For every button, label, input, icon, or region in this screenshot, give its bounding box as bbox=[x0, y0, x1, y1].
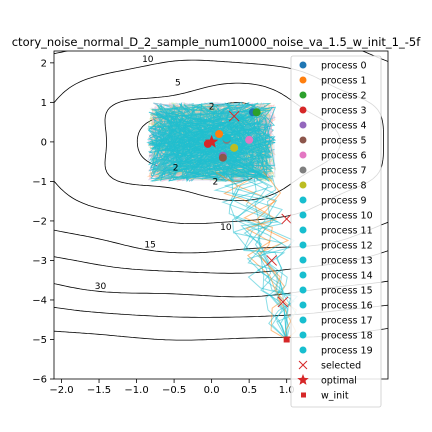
legend-label-5: process 5 bbox=[321, 136, 367, 147]
legend-marker-5 bbox=[299, 136, 307, 144]
contour-label-2: 2 bbox=[213, 177, 219, 187]
legend-marker-15 bbox=[299, 286, 307, 294]
legend-label-11: process 11 bbox=[321, 226, 373, 237]
contour-label-3: 5 bbox=[175, 79, 181, 89]
x-tick-label-4: 0.0 bbox=[204, 385, 220, 396]
selected-marker-1 bbox=[281, 213, 293, 225]
legend-marker-16 bbox=[299, 301, 307, 309]
x-tick-label-5: 0.5 bbox=[241, 385, 257, 396]
x-tick-label-0: −2.0 bbox=[49, 385, 73, 396]
contour-label-5: 10 bbox=[220, 223, 232, 233]
legend-label-13: process 13 bbox=[321, 256, 373, 267]
process-8-marker bbox=[230, 143, 239, 152]
legend: process 0 process 1 process 2 process 3 proc… bbox=[290, 55, 382, 408]
selected-marker-2 bbox=[266, 255, 278, 266]
legend-marker-10 bbox=[299, 211, 307, 219]
selected-marker-0 bbox=[228, 110, 240, 122]
y-tick-label-1: 1 bbox=[41, 98, 47, 109]
x-axis-ticks: −2.0 −1.5 −1.0 −0.5 0.0 0.5 1.0 bbox=[49, 379, 295, 396]
x-tick-label-1: −1.5 bbox=[87, 385, 111, 396]
trail-11 bbox=[234, 174, 290, 340]
contour-label-7: 30 bbox=[95, 282, 107, 292]
legend-marker-19 bbox=[299, 346, 307, 354]
contour-label-4: 10 bbox=[142, 55, 154, 65]
process-1-marker bbox=[215, 129, 224, 138]
legend-label-10: process 10 bbox=[321, 211, 373, 222]
legend-marker-w-init bbox=[301, 392, 306, 398]
chart-title: ctory_noise_normal_D_2_sample_num10000_n… bbox=[12, 35, 421, 49]
legend-marker-18 bbox=[299, 331, 307, 339]
legend-marker-11 bbox=[299, 226, 307, 234]
legend-label-7: process 7 bbox=[321, 166, 367, 177]
legend-marker-6 bbox=[299, 151, 307, 159]
legend-label-8: process 8 bbox=[321, 181, 367, 192]
legend-label-15: process 15 bbox=[321, 286, 373, 297]
legend-marker-12 bbox=[299, 241, 307, 249]
trajectory-trails bbox=[213, 171, 299, 340]
y-tick-label-3: −1 bbox=[32, 177, 47, 188]
legend-marker-9 bbox=[299, 196, 307, 204]
legend-label-w-init: w_init bbox=[321, 391, 349, 402]
y-axis-ticks: 2 1 0 −1 −2 −3 −4 −5 −6 bbox=[32, 58, 54, 386]
y-tick-label-6: −4 bbox=[32, 295, 47, 306]
legend-label-0: process 0 bbox=[321, 61, 367, 72]
y-tick-label-0: 2 bbox=[41, 58, 47, 69]
legend-label-optimal: optimal bbox=[321, 376, 357, 387]
legend-label-17: process 17 bbox=[321, 316, 373, 327]
cloud-path-8 bbox=[146, 102, 277, 183]
y-tick-label-2: 0 bbox=[41, 137, 47, 148]
process-2-marker bbox=[252, 108, 261, 117]
legend-label-selected: selected bbox=[321, 361, 361, 372]
legend-marker-13 bbox=[299, 256, 307, 264]
legend-marker-optimal bbox=[297, 374, 309, 385]
legend-label-18: process 18 bbox=[321, 331, 373, 342]
legend-label-3: process 3 bbox=[321, 106, 367, 117]
legend-marker-17 bbox=[299, 316, 307, 324]
legend-marker-7 bbox=[299, 166, 307, 174]
w-init-marker bbox=[283, 336, 290, 343]
legend-marker-14 bbox=[299, 271, 307, 279]
process-19-marker bbox=[222, 133, 231, 142]
contour-label-0: 2 bbox=[209, 102, 215, 112]
y-tick-label-7: −5 bbox=[32, 335, 47, 346]
process-6-marker bbox=[245, 135, 254, 144]
legend-box bbox=[290, 55, 382, 408]
legend-label-9: process 9 bbox=[321, 196, 367, 207]
x-tick-label-3: −0.5 bbox=[162, 385, 186, 396]
legend-marker-0 bbox=[299, 61, 307, 69]
process-5-marker bbox=[218, 153, 227, 162]
legend-label-12: process 12 bbox=[321, 241, 373, 252]
y-tick-label-4: −2 bbox=[32, 216, 47, 227]
plot-frame bbox=[53, 50, 389, 380]
contour-labels: 2 2 2 5 10 10 15 30 bbox=[95, 55, 232, 292]
optimal-marker bbox=[205, 134, 219, 148]
process-markers bbox=[203, 108, 293, 343]
legend-label-16: process 16 bbox=[321, 301, 373, 312]
legend-marker-2 bbox=[299, 91, 307, 99]
trail-3 bbox=[233, 176, 299, 340]
legend-label-6: process 6 bbox=[321, 151, 367, 162]
legend-label-19: process 19 bbox=[321, 346, 373, 357]
legend-label-14: process 14 bbox=[321, 271, 373, 282]
legend-marker-selected bbox=[298, 360, 308, 370]
y-tick-label-5: −3 bbox=[32, 256, 47, 267]
legend-label-1: process 1 bbox=[321, 76, 367, 87]
trail-12 bbox=[229, 171, 292, 340]
contour-label-1: 2 bbox=[173, 164, 179, 174]
y-tick-label-8: −6 bbox=[32, 375, 47, 386]
legend-label-4: process 4 bbox=[321, 121, 367, 132]
legend-label-2: process 2 bbox=[321, 91, 367, 102]
legend-marker-8 bbox=[299, 181, 307, 189]
legend-marker-3 bbox=[299, 106, 307, 114]
legend-marker-1 bbox=[299, 76, 307, 84]
x-tick-label-6: 1.0 bbox=[279, 385, 295, 396]
selected-marker-3 bbox=[277, 296, 289, 308]
x-tick-label-2: −1.0 bbox=[124, 385, 148, 396]
contour-label-6: 15 bbox=[144, 241, 155, 251]
legend-marker-4 bbox=[299, 121, 307, 129]
